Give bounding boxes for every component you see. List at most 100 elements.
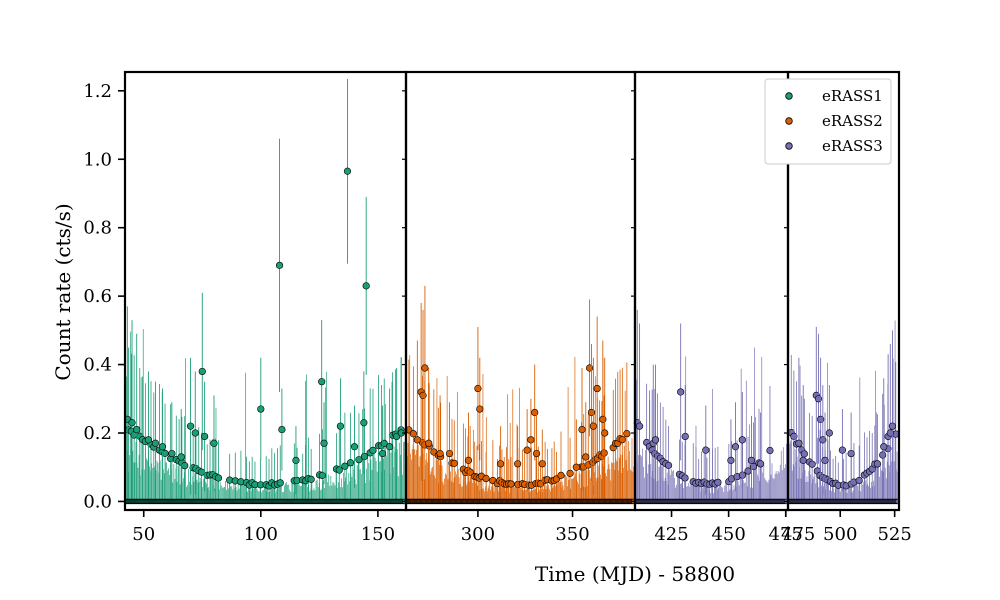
data-point <box>497 460 505 468</box>
data-point <box>360 452 369 461</box>
x-tick-label: 500 <box>823 524 857 545</box>
x-tick-label: 150 <box>361 524 395 545</box>
data-point <box>335 466 343 474</box>
legend-item-erass1: eRASS1 <box>785 87 883 105</box>
data-point <box>847 449 855 458</box>
x-tick-label: 425 <box>654 524 688 545</box>
data-point <box>744 467 752 475</box>
x-axis-label: Time (MJD) - 58800 <box>535 562 735 586</box>
data-point <box>618 436 626 444</box>
data-point <box>600 449 608 457</box>
data-point <box>436 449 444 458</box>
data-point <box>450 459 458 467</box>
data-point <box>177 453 185 461</box>
legend-label-erass2: eRASS2 <box>822 112 883 130</box>
data-point <box>409 430 417 438</box>
y-tick-label: 0.2 <box>83 423 112 444</box>
data-point <box>343 167 352 175</box>
data-point <box>318 378 326 386</box>
data-point <box>886 429 894 437</box>
data-point <box>825 429 833 437</box>
data-point <box>320 439 328 447</box>
data-point <box>623 430 631 438</box>
data-point <box>464 456 473 464</box>
data-point <box>582 453 590 461</box>
x-tick-label: 50 <box>132 524 155 545</box>
data-point <box>210 439 218 447</box>
y-tick-label: 1.2 <box>83 81 112 102</box>
data-point <box>278 425 286 434</box>
data-point <box>756 460 765 468</box>
x-tick-label: 450 <box>711 524 745 545</box>
data-point <box>651 436 660 444</box>
data-point <box>275 261 284 269</box>
data-point <box>362 282 370 290</box>
data-point <box>151 439 160 447</box>
data-point <box>795 439 803 447</box>
data-point <box>318 471 327 479</box>
data-point <box>186 422 195 430</box>
data-point <box>855 476 863 485</box>
data-point <box>181 462 189 470</box>
data-point <box>800 450 808 458</box>
data-point <box>532 449 541 458</box>
data-point <box>307 475 315 483</box>
legend-label-erass3: eRASS3 <box>822 137 883 155</box>
data-point <box>593 384 601 393</box>
data-point <box>799 456 807 464</box>
data-point <box>879 451 887 459</box>
data-point <box>814 395 823 403</box>
data-point <box>566 469 574 477</box>
data-point <box>821 456 829 464</box>
data-point <box>425 439 433 447</box>
data-point <box>731 443 740 451</box>
data-point <box>198 367 206 376</box>
x-tick-label: 475 <box>781 524 815 545</box>
legend-label-erass1: eRASS1 <box>822 87 883 105</box>
panel-2-data <box>404 285 637 505</box>
data-point <box>681 432 689 441</box>
data-point <box>538 460 546 468</box>
data-point <box>421 364 429 372</box>
data-point <box>817 415 825 423</box>
data-point <box>747 456 756 464</box>
data-point <box>158 443 167 451</box>
data-point <box>738 436 746 444</box>
y-axis-label: Count rate (cts/s) <box>51 203 75 380</box>
x-tick-label: 525 <box>877 524 911 545</box>
data-point <box>702 446 710 454</box>
legend-box <box>764 78 892 165</box>
data-point <box>413 436 421 444</box>
data-point <box>482 474 490 483</box>
x-tick-label: 100 <box>244 524 278 545</box>
data-point <box>601 429 609 437</box>
legend-marker-erass3 <box>785 142 793 150</box>
data-point <box>133 425 141 434</box>
y-tick-label: 0.8 <box>83 218 112 239</box>
data-point <box>514 460 522 468</box>
data-point <box>557 471 565 479</box>
data-point <box>257 405 265 413</box>
data-point <box>677 388 685 396</box>
data-point <box>128 419 136 427</box>
data-point <box>214 474 223 482</box>
data-point <box>880 443 888 451</box>
y-tick-label: 0.0 <box>83 491 112 512</box>
data-point <box>386 443 394 451</box>
data-point <box>378 449 387 458</box>
panel-4-data <box>786 320 899 505</box>
legend: eRASS1 eRASS2 eRASS3 <box>764 78 892 165</box>
data-point <box>369 446 377 454</box>
x-tick-label: 475 <box>769 524 803 545</box>
y-tick-label: 0.6 <box>83 286 112 307</box>
data-point <box>355 456 363 464</box>
data-point <box>808 460 816 468</box>
data-point <box>664 461 673 469</box>
legend-item-erass3: eRASS3 <box>785 137 883 155</box>
data-point <box>527 436 535 444</box>
data-point <box>873 460 882 468</box>
panel-4-frame <box>786 70 901 512</box>
data-point <box>766 446 774 455</box>
